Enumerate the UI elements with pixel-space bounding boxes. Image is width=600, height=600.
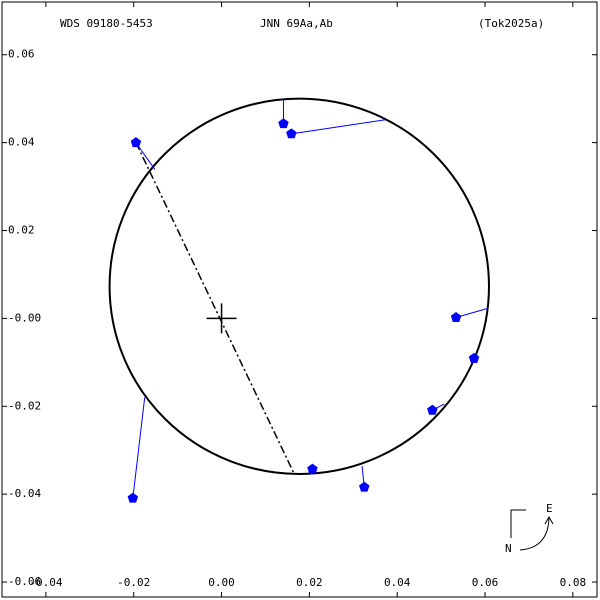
compass-arrow <box>519 515 554 551</box>
observation <box>468 352 480 363</box>
observation <box>127 492 139 503</box>
compass-north: N <box>505 542 512 555</box>
observation <box>130 137 142 148</box>
header-left: WDS 09180-5453 <box>60 17 153 30</box>
y-tick-label: -0.00 <box>8 311 41 324</box>
x-tick-label: 0.00 <box>208 576 235 589</box>
observation <box>359 481 370 492</box>
residual <box>135 142 156 170</box>
observation <box>278 118 289 129</box>
y-tick-label: 0.02 <box>8 224 35 237</box>
y-tick-label: -0.02 <box>8 399 41 412</box>
observation <box>450 312 462 322</box>
observation <box>307 463 318 474</box>
line-of-nodes <box>135 142 296 475</box>
x-tick-label: -0.04 <box>29 576 62 589</box>
header-center: JNN 69Aa,Ab <box>260 17 333 30</box>
residual <box>132 397 146 499</box>
y-tick-label: 0.06 <box>8 48 35 61</box>
observation <box>427 404 438 415</box>
primary-cross <box>206 303 237 334</box>
orbit <box>108 97 490 475</box>
x-tick-label: 0.08 <box>560 576 587 589</box>
y-tick-label: 0.04 <box>8 136 35 149</box>
header-right: (Tok2025a) <box>478 17 544 30</box>
compass-east: E <box>546 502 553 515</box>
x-tick-label: 0.02 <box>296 576 323 589</box>
x-tick-label: 0.04 <box>384 576 411 589</box>
x-tick-label: 0.06 <box>472 576 499 589</box>
compass: E N <box>505 502 554 555</box>
compass-arms <box>510 509 526 538</box>
observation <box>286 128 297 139</box>
y-tick-label: -0.06 <box>8 575 41 588</box>
residual <box>291 119 386 135</box>
residual <box>455 307 489 318</box>
x-tick-label: -0.02 <box>117 576 150 589</box>
y-tick-label: -0.04 <box>8 487 41 500</box>
